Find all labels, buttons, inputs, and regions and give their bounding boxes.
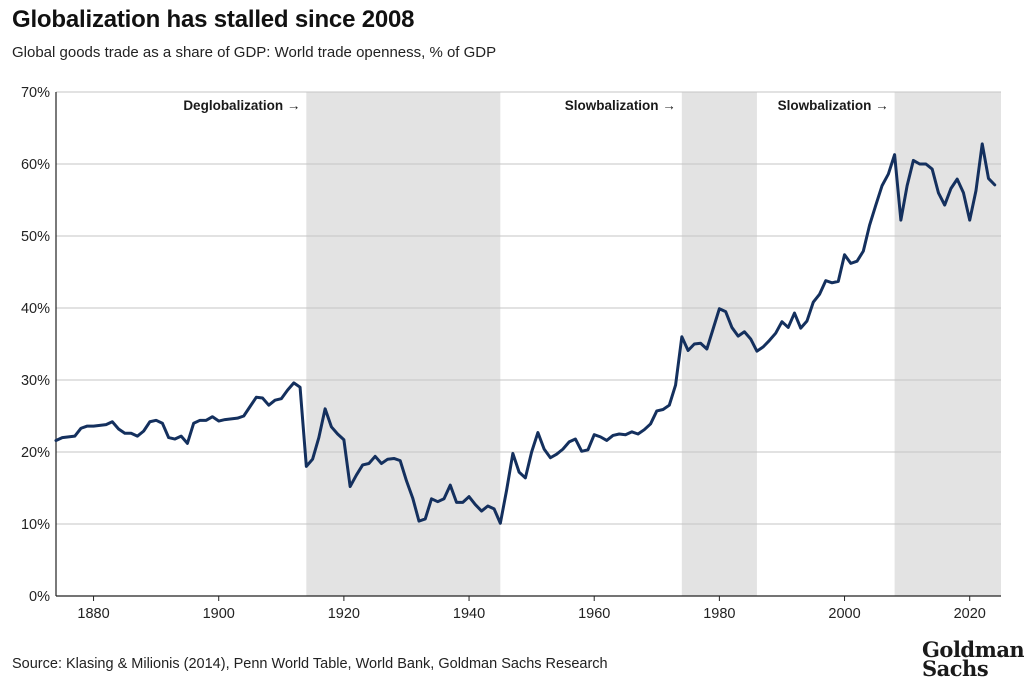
x-tick-label-1960: 1960 [578, 606, 610, 622]
x-tick-label-2000: 2000 [828, 606, 860, 622]
y-tick-label-10: 10% [21, 517, 50, 533]
y-tick-label-0: 0% [29, 589, 50, 605]
y-tick-label-60: 60% [21, 157, 50, 173]
x-tick-label-1980: 1980 [703, 606, 735, 622]
goldman-sachs-logo: Goldman Sachs [922, 637, 1024, 681]
axes [55, 92, 1001, 597]
x-tick-label-1900: 1900 [203, 606, 235, 622]
period-label-2: Slowbalization → [778, 98, 889, 113]
period-labels: Deglobalization → Slowbalization → Slowbal… [183, 98, 888, 113]
y-axis-ticks: 0% 10% 20% 30% 40% 50% 60% 70% [21, 85, 50, 605]
series-lines [54, 142, 997, 525]
shaded-periods [306, 92, 1001, 596]
x-tick-label-2020: 2020 [954, 606, 986, 622]
y-tick-label-30: 30% [21, 373, 50, 389]
chart-subtitle: Global goods trade as a share of GDP: Wo… [12, 44, 497, 61]
y-tick-label-50: 50% [21, 229, 50, 245]
source-note: Source: Klasing & Milionis (2014), Penn … [12, 656, 608, 672]
x-tick-label-1940: 1940 [453, 606, 485, 622]
gridlines [56, 91, 1001, 525]
shaded-period-0 [306, 92, 501, 596]
y-tick-label-40: 40% [21, 301, 50, 317]
period-label-0: Deglobalization → [183, 98, 300, 113]
series-line-0 [54, 142, 997, 525]
y-tick-label-20: 20% [21, 445, 50, 461]
x-tick-label-1920: 1920 [328, 606, 360, 622]
y-tick-label-70: 70% [21, 85, 50, 101]
shaded-period-2 [894, 92, 1001, 596]
x-tick-label-1880: 1880 [77, 606, 109, 622]
period-label-1: Slowbalization → [565, 98, 676, 113]
chart-title: Globalization has stalled since 2008 [12, 6, 415, 33]
x-axis-ticks: 1880 1900 1920 1940 1960 1980 2000 2020 [77, 596, 986, 622]
